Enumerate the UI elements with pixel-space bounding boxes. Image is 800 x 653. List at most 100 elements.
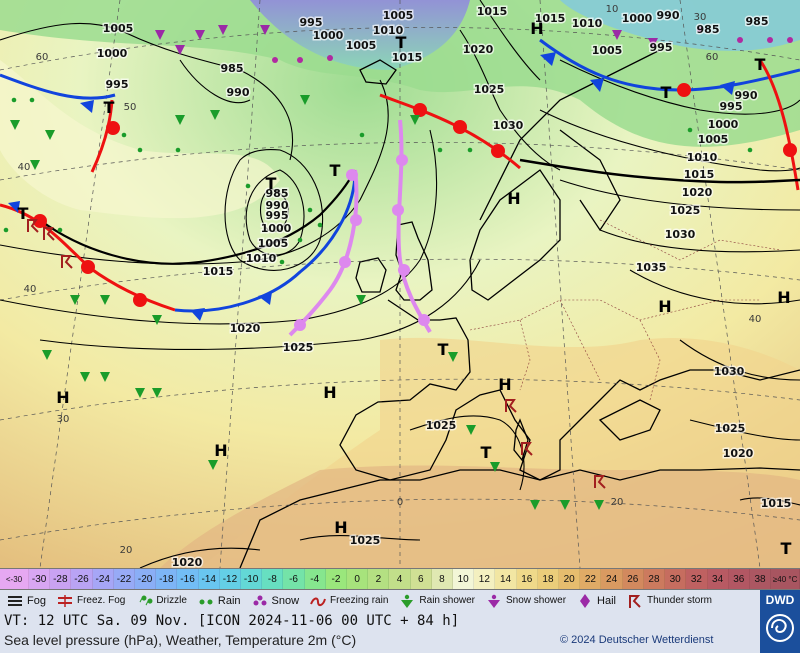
rain-dot bbox=[747, 147, 753, 153]
temperature-labels: 60 50 40 40 30 20 0 10 60 40 20 30 bbox=[18, 4, 762, 556]
high-pressure-center: H bbox=[56, 388, 69, 407]
isobar-label: 1000 bbox=[97, 47, 128, 60]
snow-symbol bbox=[327, 55, 333, 61]
rain-shower-symbol bbox=[208, 460, 218, 470]
isobar-label: 1030 bbox=[493, 119, 524, 132]
isobar-label: 985 bbox=[266, 187, 289, 200]
isobar-label-halo: 985 bbox=[746, 15, 769, 28]
isobar-label: 1010 bbox=[246, 252, 277, 265]
isobar-label: 1015 bbox=[761, 497, 792, 510]
snow-icon bbox=[251, 594, 269, 608]
rain-shower-symbol bbox=[560, 500, 570, 510]
high-pressure-center: H bbox=[507, 189, 520, 208]
isobar-label: 1000 bbox=[708, 118, 739, 131]
occlusion-marker bbox=[339, 256, 351, 268]
rain-dot bbox=[717, 137, 723, 143]
rain-shower-symbol bbox=[100, 295, 110, 305]
legend-label: Snow shower bbox=[506, 595, 567, 606]
thunderstorm-symbol bbox=[594, 475, 606, 489]
thunderstorm-symbol bbox=[505, 399, 517, 413]
snow-shower-symbol bbox=[612, 30, 622, 40]
scale-cell: 38 bbox=[749, 569, 772, 589]
isobar-label: 1015 bbox=[392, 51, 423, 64]
snow-shower-symbol bbox=[175, 45, 185, 55]
snow-shower-icon bbox=[485, 594, 503, 608]
trough-atlantic bbox=[39, 169, 356, 265]
scale-cell: 24 bbox=[601, 569, 623, 589]
occlusion-marker bbox=[392, 204, 404, 216]
fog-icon bbox=[6, 594, 24, 608]
scale-cell: 30 bbox=[665, 569, 687, 589]
dwd-logo: DWD bbox=[760, 590, 800, 653]
legend-label: Rain shower bbox=[419, 595, 475, 606]
isobar-label: 995 bbox=[300, 16, 323, 29]
warm-front-marker bbox=[413, 103, 427, 117]
warm-front-marker bbox=[491, 144, 505, 158]
north-africa-coast bbox=[239, 467, 800, 568]
rain-shower-symbol bbox=[152, 315, 162, 325]
rain-dot bbox=[121, 132, 127, 138]
scale-cell: 12 bbox=[474, 569, 496, 589]
legend-item-hail: Hail bbox=[576, 594, 616, 608]
rain-shower-symbol bbox=[42, 350, 52, 360]
high-pressure-center: H bbox=[323, 383, 336, 402]
occlusion-marker bbox=[346, 169, 358, 181]
low-pressure-center: T bbox=[755, 55, 766, 74]
isobar-labels: 1005100510001000995995100010001005100510… bbox=[95, 4, 793, 569]
drizzle-icon bbox=[135, 594, 153, 608]
isobar-label-halo: 1025 bbox=[350, 534, 381, 547]
rain-shower-symbol bbox=[30, 160, 40, 170]
isobar-label: 985 bbox=[697, 23, 720, 36]
adriatic bbox=[598, 399, 661, 441]
isobar-label: 985 bbox=[221, 62, 244, 75]
isobar-label: 1025 bbox=[283, 341, 314, 354]
coastlines bbox=[239, 49, 800, 568]
freezing-rain-icon bbox=[309, 594, 327, 608]
warm-front-marker bbox=[677, 83, 691, 97]
snow-symbol bbox=[697, 27, 703, 33]
high-pressure-center: H bbox=[334, 518, 347, 537]
legend-item-snow-shower: Snow shower bbox=[485, 594, 566, 608]
scale-cell: 10 bbox=[453, 569, 475, 589]
low-pressure-center: T bbox=[481, 443, 492, 462]
isobar-label-halo: 1025 bbox=[474, 83, 505, 96]
legend-item-snow: Snow bbox=[251, 594, 299, 608]
scale-cell: 2 bbox=[368, 569, 390, 589]
occlusion-marker bbox=[350, 214, 362, 226]
scale-cell: -2 bbox=[325, 569, 348, 589]
isobar-label-halo: 1005 bbox=[698, 133, 729, 146]
scale-cell: 4 bbox=[389, 569, 411, 589]
rain-shower-symbol bbox=[10, 120, 20, 130]
cold-front-marker bbox=[8, 201, 20, 213]
legend-item-rain-shower: Rain shower bbox=[398, 594, 475, 608]
low-pressure-center: T bbox=[781, 539, 792, 558]
rain-icon bbox=[197, 594, 215, 608]
info-bar: VT: 12 UTC Sa. 09 Nov. [ICON 2024-11-06 … bbox=[0, 612, 760, 653]
isobar-label-halo: 1010 bbox=[687, 151, 718, 164]
isobar-label-halo: 1005 bbox=[346, 39, 377, 52]
scale-cell: 16 bbox=[516, 569, 538, 589]
legend-item-thunderstorm: Thunder storm bbox=[626, 594, 712, 608]
isobar-label: 1030 bbox=[665, 228, 696, 241]
isobar-label: 1020 bbox=[172, 556, 203, 568]
isobar-label-halo: 1020 bbox=[230, 322, 261, 335]
isobar-label-halo: 995 bbox=[300, 16, 323, 29]
isobar-label-halo: 1000 bbox=[261, 222, 292, 235]
cold-front-marker bbox=[258, 292, 272, 305]
isobar-label: 990 bbox=[227, 86, 250, 99]
ireland bbox=[355, 257, 387, 293]
rain-dot bbox=[359, 132, 365, 138]
isobar-label-halo: 990 bbox=[266, 199, 289, 212]
isobar-label-halo: 1010 bbox=[373, 24, 404, 37]
isobar-label: 1010 bbox=[373, 24, 404, 37]
rain-shower-symbol bbox=[530, 500, 540, 510]
pressure-centers: H H H H H H H H H T T T T T T T T T T bbox=[18, 19, 792, 558]
isobar-label-halo: 1015 bbox=[203, 265, 234, 278]
warm-front-marker bbox=[106, 121, 120, 135]
isobar-label: 1000 bbox=[313, 29, 344, 42]
temp-value-label: 30 bbox=[694, 12, 707, 23]
snow-symbol bbox=[787, 37, 793, 43]
isobar-label-halo: 1025 bbox=[670, 204, 701, 217]
temperature-scale: <-30 -30 -28 -26 -24 -22 -20 -18 -16 -14 -12 -10 -8-… bbox=[0, 568, 800, 590]
temp-value-label: 40 bbox=[749, 314, 762, 325]
